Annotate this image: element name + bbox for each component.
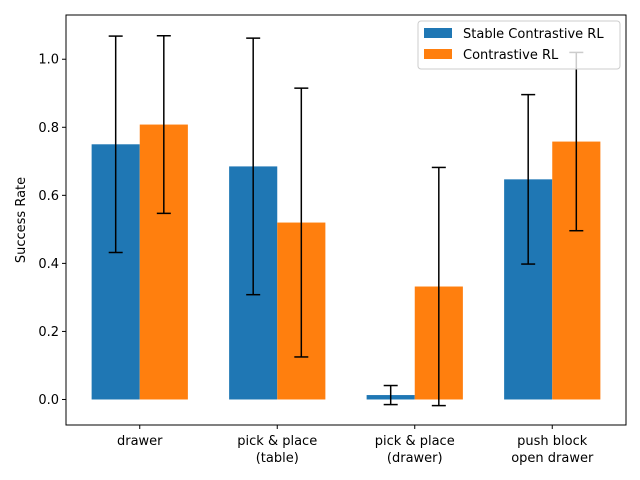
error-bars-layer bbox=[108, 35, 584, 407]
y-axis-label: Success Rate bbox=[14, 177, 29, 263]
x-axis: drawer pick & place (table) pick & place (dr… bbox=[117, 425, 594, 466]
x-tick-label: drawer bbox=[117, 434, 163, 449]
bars-layer bbox=[91, 124, 601, 400]
x-tick-label: push block open drawer bbox=[511, 434, 594, 466]
legend-swatch bbox=[424, 28, 452, 38]
legend-label: Stable Contrastive RL bbox=[463, 27, 604, 42]
y-tick-label: 0.0 bbox=[38, 393, 59, 408]
error-bar-0-0 bbox=[108, 35, 123, 254]
legend: Stable Contrastive RL Contrastive RL bbox=[417, 20, 621, 70]
error-bar-0-1 bbox=[246, 37, 261, 296]
x-tick-label-line: pick & place bbox=[237, 434, 317, 449]
error-bar-1-1 bbox=[294, 87, 309, 358]
y-tick-label: 0.6 bbox=[38, 189, 59, 204]
y-tick-label: 1.0 bbox=[38, 53, 59, 68]
y-tick-label: 0.2 bbox=[38, 325, 59, 340]
x-tick-label: pick & place (table) bbox=[237, 434, 317, 466]
error-bar-0-2 bbox=[383, 384, 398, 406]
x-tick-label-line: (drawer) bbox=[387, 451, 443, 466]
legend-box bbox=[417, 20, 621, 70]
legend-label: Contrastive RL bbox=[463, 48, 559, 63]
error-bar-1-2 bbox=[431, 166, 446, 407]
x-tick-label-line: pick & place bbox=[375, 434, 455, 449]
y-tick-label: 0.8 bbox=[38, 121, 59, 136]
error-bar-1-0 bbox=[156, 35, 171, 215]
plot-frame bbox=[65, 14, 627, 426]
legend-swatch bbox=[424, 49, 452, 59]
y-tick-label: 0.4 bbox=[38, 257, 59, 272]
error-bar-0-3 bbox=[521, 93, 536, 265]
x-tick-label-line: (table) bbox=[256, 451, 299, 466]
y-axis: 0.0 0.2 0.4 0.6 0.8 1.0 bbox=[38, 53, 66, 408]
x-tick-label-line: drawer bbox=[117, 434, 163, 449]
x-tick-label-line: push block bbox=[517, 434, 588, 449]
x-tick-label-line: open drawer bbox=[511, 451, 594, 466]
x-tick-label: pick & place (drawer) bbox=[375, 434, 455, 466]
